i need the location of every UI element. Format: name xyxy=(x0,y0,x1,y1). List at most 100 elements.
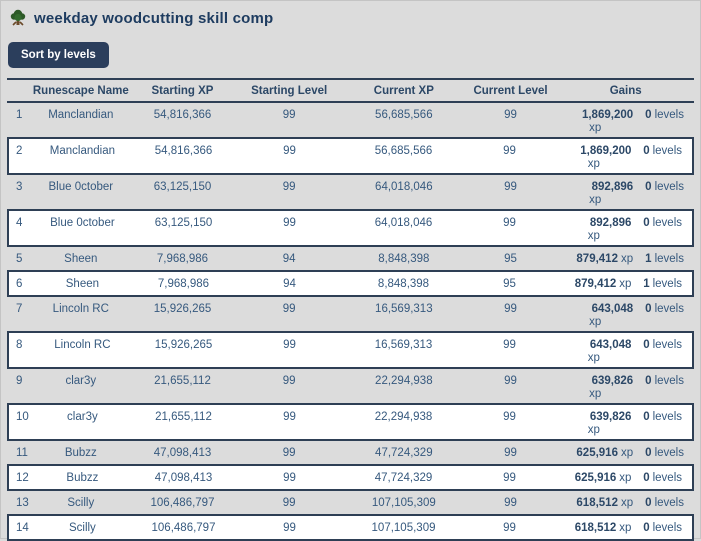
row-current-level: 99 xyxy=(504,497,517,509)
table-row: 14 Scilly 106,486,797 99 107,105,309 99 … xyxy=(7,516,694,541)
row-current-xp: 107,105,309 xyxy=(371,497,436,509)
row-current-level: 99 xyxy=(504,303,517,315)
col-header-current-level: Current Level xyxy=(473,85,548,97)
row-gains-xp: 879,412 xp xyxy=(574,278,632,290)
col-header-runescape-name: Runescape Name xyxy=(32,85,129,97)
row-starting-xp: 15,926,265 xyxy=(153,303,212,315)
row-gains-levels: 1 levels xyxy=(643,278,682,290)
row-gains-levels: 0 levels xyxy=(643,472,682,484)
row-gains-levels: 0 levels xyxy=(643,339,682,351)
row-starting-xp: 63,125,150 xyxy=(153,181,212,193)
row-starting-level: 99 xyxy=(283,339,296,351)
table-row: 10 clar3y 21,655,112 99 22,294,938 99 63… xyxy=(7,405,694,441)
row-current-xp: 47,724,329 xyxy=(374,472,433,484)
row-starting-level: 99 xyxy=(283,522,296,534)
row-current-level: 99 xyxy=(504,447,517,459)
row-rank: 4 xyxy=(16,217,23,229)
col-header-current-xp: Current XP xyxy=(373,85,434,97)
tree-icon xyxy=(9,9,27,27)
row-player-name: Scilly xyxy=(68,522,96,534)
row-current-xp: 56,685,566 xyxy=(375,109,433,121)
row-player-name: Manclandian xyxy=(48,109,114,121)
row-starting-level: 99 xyxy=(282,375,296,387)
table-row: 2 Manclandian 54,816,366 99 56,685,566 9… xyxy=(7,139,694,175)
row-current-level: 99 xyxy=(503,217,516,229)
row-starting-xp: 15,926,265 xyxy=(154,339,213,351)
table-row: 9 clar3y 21,655,112 99 22,294,938 99 639… xyxy=(7,369,694,405)
row-player-name: clar3y xyxy=(65,375,97,387)
table-header-row: Runescape Name Starting XP Starting Leve… xyxy=(7,80,694,103)
page-header: weekday woodcutting skill comp xyxy=(1,1,700,27)
row-current-xp: 8,848,398 xyxy=(377,278,430,290)
row-current-xp: 64,018,046 xyxy=(374,217,433,229)
row-current-xp: 107,105,309 xyxy=(371,522,436,534)
table-row: 12 Bubzz 47,098,413 99 47,724,329 99 625… xyxy=(7,466,694,491)
col-header-gains: Gains xyxy=(609,85,642,97)
row-gains-xp: 892,896 xp xyxy=(587,217,632,242)
page-title: weekday woodcutting skill comp xyxy=(34,9,274,27)
row-gains-xp: 643,048 xp xyxy=(589,303,634,328)
row-current-level: 99 xyxy=(503,145,516,157)
row-current-xp: 16,569,313 xyxy=(375,303,433,315)
col-header-starting-level: Starting Level xyxy=(251,85,328,97)
table-row: 6 Sheen 7,968,986 94 8,848,398 95 879,41… xyxy=(7,272,694,297)
row-current-xp: 8,848,398 xyxy=(378,253,430,265)
table-row: 1 Manclandian 54,816,366 99 56,685,566 9… xyxy=(7,103,694,139)
row-starting-xp: 21,655,112 xyxy=(155,411,212,423)
row-starting-level: 99 xyxy=(282,303,296,315)
row-starting-xp: 54,816,366 xyxy=(154,145,213,157)
row-gains-xp: 639,826 xp xyxy=(589,375,634,400)
row-current-xp: 64,018,046 xyxy=(375,181,433,193)
row-starting-xp: 21,655,112 xyxy=(154,375,211,387)
row-player-name: Blue 0ctober xyxy=(50,217,115,229)
row-gains-xp: 625,916 xp xyxy=(574,472,632,484)
row-starting-level: 99 xyxy=(282,181,296,193)
row-gains-levels: 0 levels xyxy=(643,411,682,423)
row-gains-levels: 0 levels xyxy=(643,522,682,534)
table-row: 3 Blue 0ctober 63,125,150 99 64,018,046 … xyxy=(7,175,694,211)
row-starting-xp: 47,098,413 xyxy=(153,447,212,459)
row-player-name: Bubzz xyxy=(66,472,99,484)
row-gains-levels: 0 levels xyxy=(645,375,684,387)
row-current-level: 99 xyxy=(503,339,516,351)
row-starting-level: 99 xyxy=(283,411,296,423)
row-player-name: Sheen xyxy=(64,253,98,265)
col-header-starting-xp: Starting XP xyxy=(151,85,214,97)
row-gains-xp: 618,512 xp xyxy=(576,497,634,509)
row-gains-xp: 892,896 xp xyxy=(589,181,634,206)
row-current-level: 95 xyxy=(504,253,517,265)
row-starting-xp: 54,816,366 xyxy=(153,109,212,121)
row-gains-xp: 639,826 xp xyxy=(587,411,632,436)
row-player-name: Manclandian xyxy=(49,145,115,157)
table-row: 8 Lincoln RC 15,926,265 99 16,569,313 99… xyxy=(7,333,694,369)
row-starting-xp: 106,486,797 xyxy=(150,497,215,509)
row-rank: 9 xyxy=(16,375,23,387)
row-starting-xp: 47,098,413 xyxy=(154,472,213,484)
row-rank: 6 xyxy=(16,278,23,290)
row-current-level: 99 xyxy=(504,181,517,193)
row-gains-levels: 0 levels xyxy=(645,447,684,459)
row-starting-xp: 7,968,986 xyxy=(156,253,209,265)
row-rank: 1 xyxy=(16,109,23,121)
row-starting-level: 99 xyxy=(282,109,296,121)
row-starting-xp: 63,125,150 xyxy=(154,217,213,229)
row-rank: 13 xyxy=(16,497,29,509)
row-starting-xp: 106,486,797 xyxy=(151,522,216,534)
table-row: 7 Lincoln RC 15,926,265 99 16,569,313 99… xyxy=(7,297,694,333)
row-current-level: 99 xyxy=(503,411,516,423)
sort-by-levels-button[interactable]: Sort by levels xyxy=(8,42,109,68)
row-player-name: Scilly xyxy=(67,497,95,509)
row-gains-levels: 0 levels xyxy=(645,303,684,315)
row-current-level: 99 xyxy=(503,522,516,534)
row-gains-levels: 0 levels xyxy=(645,109,684,121)
row-player-name: Blue 0ctober xyxy=(48,181,114,193)
row-starting-level: 99 xyxy=(283,145,296,157)
row-player-name: clar3y xyxy=(67,411,98,423)
row-gains-levels: 0 levels xyxy=(643,217,682,229)
row-rank: 5 xyxy=(16,253,23,265)
table-row: 11 Bubzz 47,098,413 99 47,724,329 99 625… xyxy=(7,441,694,466)
row-current-level: 99 xyxy=(503,472,516,484)
row-gains-xp: 1,869,200 xp xyxy=(580,145,632,170)
table-body: 1 Manclandian 54,816,366 99 56,685,566 9… xyxy=(7,103,694,541)
row-starting-level: 99 xyxy=(282,447,296,459)
